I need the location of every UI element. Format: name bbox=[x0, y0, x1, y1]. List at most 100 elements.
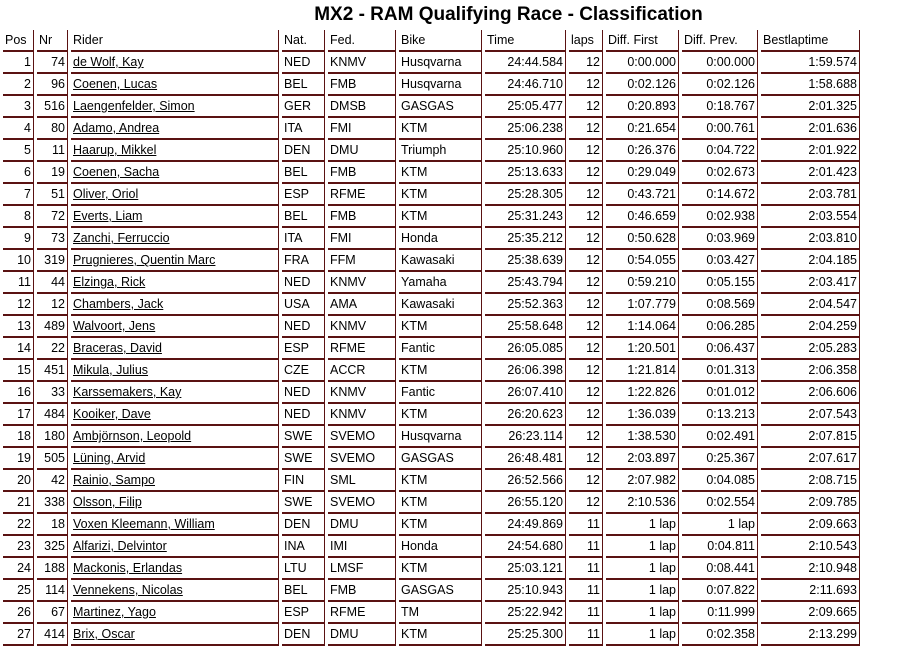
column-header-time: Time bbox=[485, 30, 566, 52]
table-row: 22 18 Voxen Kleemann, William DEN DMU KTM 24:4… bbox=[3, 514, 860, 536]
cell-bestlaptime: 2:01.922 bbox=[761, 140, 860, 162]
rider-link[interactable]: Coenen, Lucas bbox=[73, 77, 158, 91]
cell-time: 25:28.305 bbox=[485, 184, 566, 206]
cell-diff-first: 1:14.064 bbox=[606, 316, 679, 338]
rider-link[interactable]: Voxen Kleemann, William bbox=[73, 517, 215, 531]
table-row: 16 33 Karssemakers, Kay NED KNMV Fantic 26:07.… bbox=[3, 382, 860, 404]
cell-pos: 2 bbox=[3, 74, 34, 96]
rider-link[interactable]: Ambjörnson, Leopold bbox=[73, 429, 192, 443]
cell-fed: FMI bbox=[328, 118, 396, 140]
table-row: 23 325 Alfarizi, Delvintor INA IMI Honda 24:54… bbox=[3, 536, 860, 558]
rider-link[interactable]: de Wolf, Kay bbox=[73, 55, 144, 69]
page-title: MX2 - RAM Qualifying Race - Classificati… bbox=[314, 4, 703, 25]
cell-diff-first: 1 lap bbox=[606, 624, 679, 646]
rider-link[interactable]: Oliver, Oriol bbox=[73, 187, 139, 201]
cell-laps: 11 bbox=[569, 558, 603, 580]
cell-laps: 11 bbox=[569, 624, 603, 646]
cell-diff-prev: 0:02.554 bbox=[682, 492, 758, 514]
cell-diff-first: 0:43.721 bbox=[606, 184, 679, 206]
table-row: 27 414 Brix, Oscar DEN DMU KTM 25:25.300 11 1 la… bbox=[3, 624, 860, 646]
cell-bestlaptime: 2:01.423 bbox=[761, 162, 860, 184]
cell-diff-prev: 0:07.822 bbox=[682, 580, 758, 602]
cell-time: 25:43.794 bbox=[485, 272, 566, 294]
rider-link[interactable]: Adamo, Andrea bbox=[73, 121, 160, 135]
cell-nr: 80 bbox=[37, 118, 68, 140]
table-row: 12 12 Chambers, Jack USA AMA Kawasaki 25:52.36… bbox=[3, 294, 860, 316]
cell-nat: BEL bbox=[282, 74, 325, 96]
rider-link[interactable]: Vennekens, Nicolas bbox=[73, 583, 183, 597]
rider-link[interactable]: Prugnieres, Quentin Marc bbox=[73, 253, 216, 267]
cell-time: 25:38.639 bbox=[485, 250, 566, 272]
cell-bike: KTM bbox=[399, 404, 482, 426]
cell-rider: Elzinga, Rick bbox=[71, 272, 279, 294]
rider-link[interactable]: Everts, Liam bbox=[73, 209, 143, 223]
cell-bike: Fantic bbox=[399, 382, 482, 404]
cell-bike: Triumph bbox=[399, 140, 482, 162]
cell-bestlaptime: 2:08.715 bbox=[761, 470, 860, 492]
rider-link[interactable]: Chambers, Jack bbox=[73, 297, 164, 311]
rider-link[interactable]: Karssemakers, Kay bbox=[73, 385, 182, 399]
cell-pos: 8 bbox=[3, 206, 34, 228]
cell-rider: Adamo, Andrea bbox=[71, 118, 279, 140]
cell-bike: TM bbox=[399, 602, 482, 624]
cell-time: 25:13.633 bbox=[485, 162, 566, 184]
table-row: 4 80 Adamo, Andrea ITA FMI KTM 25:06.238 12 0:21… bbox=[3, 118, 860, 140]
rider-link[interactable]: Rainio, Sampo bbox=[73, 473, 155, 487]
cell-bestlaptime: 2:07.815 bbox=[761, 426, 860, 448]
rider-link[interactable]: Laengenfelder, Simon bbox=[73, 99, 195, 113]
cell-diff-first: 0:54.055 bbox=[606, 250, 679, 272]
cell-fed: IMI bbox=[328, 536, 396, 558]
rider-link[interactable]: Alfarizi, Delvintor bbox=[73, 539, 167, 553]
cell-diff-first: 0:50.628 bbox=[606, 228, 679, 250]
cell-fed: KNMV bbox=[328, 404, 396, 426]
cell-fed: FMB bbox=[328, 74, 396, 96]
table-row: 7 51 Oliver, Oriol ESP RFME KTM 25:28.305 12 0:4… bbox=[3, 184, 860, 206]
rider-link[interactable]: Brix, Oscar bbox=[73, 627, 135, 641]
table-row: 1 74 de Wolf, Kay NED KNMV Husqvarna 24:44.584… bbox=[3, 52, 860, 74]
cell-rider: Brix, Oscar bbox=[71, 624, 279, 646]
rider-link[interactable]: Elzinga, Rick bbox=[73, 275, 146, 289]
cell-diff-first: 1 lap bbox=[606, 602, 679, 624]
rider-link[interactable]: Zanchi, Ferruccio bbox=[73, 231, 170, 245]
table-row: 11 44 Elzinga, Rick NED KNMV Yamaha 25:43.794 1… bbox=[3, 272, 860, 294]
cell-pos: 6 bbox=[3, 162, 34, 184]
rider-link[interactable]: Kooiker, Dave bbox=[73, 407, 151, 421]
cell-nat: ITA bbox=[282, 118, 325, 140]
cell-rider: Walvoort, Jens bbox=[71, 316, 279, 338]
rider-link[interactable]: Mikula, Julius bbox=[73, 363, 149, 377]
rider-link[interactable]: Olsson, Filip bbox=[73, 495, 142, 509]
column-header-diff-first: Diff. First bbox=[606, 30, 679, 52]
rider-link[interactable]: Lüning, Arvid bbox=[73, 451, 146, 465]
cell-diff-prev: 0:04.811 bbox=[682, 536, 758, 558]
cell-nr: 18 bbox=[37, 514, 68, 536]
cell-time: 26:20.623 bbox=[485, 404, 566, 426]
rider-link[interactable]: Mackonis, Erlandas bbox=[73, 561, 183, 575]
cell-nat: SWE bbox=[282, 448, 325, 470]
cell-nat: SWE bbox=[282, 426, 325, 448]
cell-fed: KNMV bbox=[328, 382, 396, 404]
cell-rider: Vennekens, Nicolas bbox=[71, 580, 279, 602]
rider-link[interactable]: Martinez, Yago bbox=[73, 605, 156, 619]
rider-link[interactable]: Walvoort, Jens bbox=[73, 319, 156, 333]
cell-nat: ESP bbox=[282, 602, 325, 624]
rider-link[interactable]: Braceras, David bbox=[73, 341, 162, 355]
table-row: 8 72 Everts, Liam BEL FMB KTM 25:31.243 12 0:46.… bbox=[3, 206, 860, 228]
cell-time: 24:49.869 bbox=[485, 514, 566, 536]
cell-laps: 12 bbox=[569, 272, 603, 294]
rider-link[interactable]: Coenen, Sacha bbox=[73, 165, 160, 179]
cell-fed: FFM bbox=[328, 250, 396, 272]
cell-bestlaptime: 2:11.693 bbox=[761, 580, 860, 602]
cell-nat: ESP bbox=[282, 184, 325, 206]
cell-diff-first: 0:59.210 bbox=[606, 272, 679, 294]
cell-fed: FMB bbox=[328, 206, 396, 228]
rider-link[interactable]: Haarup, Mikkel bbox=[73, 143, 157, 157]
cell-rider: Everts, Liam bbox=[71, 206, 279, 228]
cell-fed: FMB bbox=[328, 162, 396, 184]
cell-diff-first: 0:21.654 bbox=[606, 118, 679, 140]
cell-time: 26:06.398 bbox=[485, 360, 566, 382]
cell-bike: Honda bbox=[399, 228, 482, 250]
cell-bike: Kawasaki bbox=[399, 250, 482, 272]
cell-laps: 12 bbox=[569, 74, 603, 96]
cell-nat: DEN bbox=[282, 514, 325, 536]
cell-diff-first: 1:22.826 bbox=[606, 382, 679, 404]
